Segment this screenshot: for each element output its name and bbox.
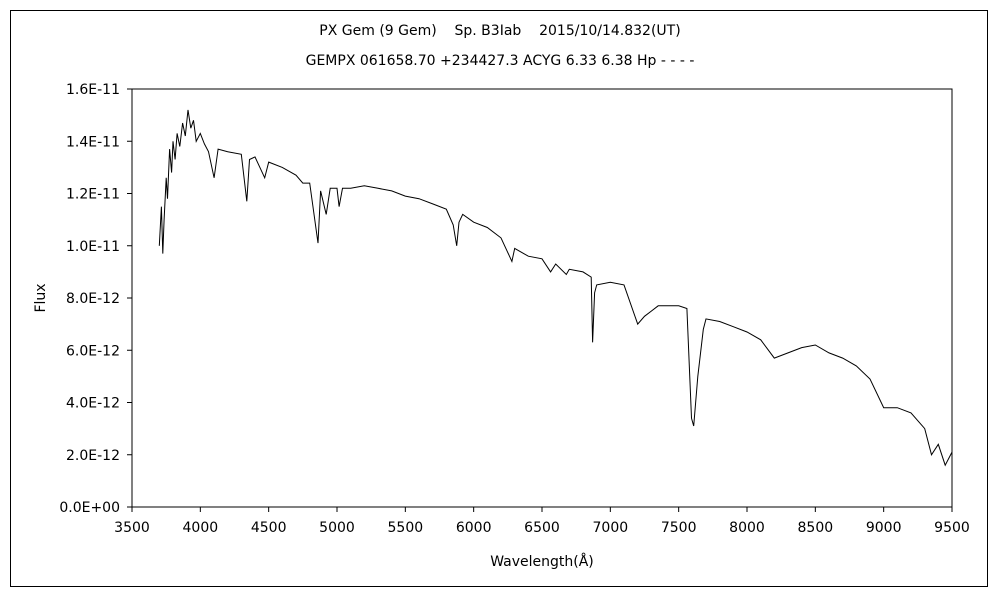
- y-tick-label: 4.0E-12: [66, 396, 120, 412]
- x-axis: 3500 4000 4500 5000 5500 6000 6500 7000 7500 8000…: [114, 507, 970, 536]
- x-tick-label: 6000: [456, 520, 492, 536]
- y-tick-label: 1.6E-11: [66, 82, 120, 98]
- x-tick-label: 8500: [798, 520, 834, 536]
- x-tick-label: 5500: [388, 520, 424, 536]
- x-tick-label: 4000: [183, 520, 219, 536]
- x-tick-label: 7000: [593, 520, 629, 536]
- chart-title: PX Gem (9 Gem) Sp. B3Iab 2015/10/14.832(…: [319, 23, 681, 39]
- y-tick-label: 0.0E+00: [59, 500, 120, 516]
- x-tick-label: 9500: [934, 520, 970, 536]
- series-layer: [158, 109, 953, 467]
- x-tick-label: 4500: [251, 520, 287, 536]
- y-tick-label: 8.0E-12: [66, 291, 120, 307]
- x-tick-label: 8000: [729, 520, 765, 536]
- y-axis: 0.0E+00 2.0E-12 4.0E-12 6.0E-12 8.0E-12 1.0E-…: [59, 82, 132, 516]
- chart-subtitle: GEMPX 061658.70 +234427.3 ACYG 6.33 6.38…: [305, 53, 695, 69]
- y-tick-label: 1.4E-11: [66, 134, 120, 150]
- chart-frame: [10, 10, 988, 587]
- y-tick-label: 1.2E-11: [66, 187, 120, 203]
- x-tick-label: 9000: [866, 520, 902, 536]
- y-tick-label: 6.0E-12: [66, 343, 120, 359]
- x-tick-label: 3500: [114, 520, 150, 536]
- y-tick-label: 1.0E-11: [66, 239, 120, 255]
- x-axis-label: Wavelength(Å): [490, 553, 594, 570]
- y-tick-label: 2.0E-12: [66, 448, 120, 464]
- y-axis-label: Flux: [33, 283, 49, 312]
- spectrum-line: [158, 109, 953, 467]
- x-tick-label: 6500: [524, 520, 560, 536]
- x-tick-label: 5000: [319, 520, 355, 536]
- x-tick-label: 7500: [661, 520, 697, 536]
- plot-area: [131, 88, 953, 508]
